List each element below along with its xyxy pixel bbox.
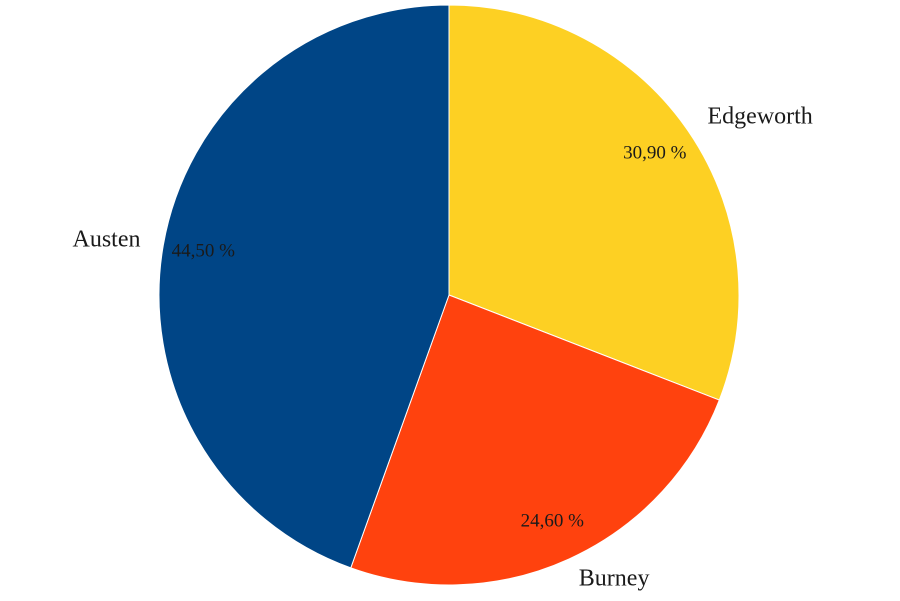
slice-category-label-edgeworth: Edgeworth: [708, 104, 813, 130]
slice-value-label-edgeworth: 30,90 %: [623, 143, 687, 164]
slice-value-label-burney: 24,60 %: [521, 510, 585, 531]
pie-slice-edgeworth: [448, 4, 740, 401]
pie-labels: 30,90 % Edgeworth 24,60 % Burney 44,50 % Aust…: [73, 104, 813, 592]
pie-slice-burney: [350, 294, 720, 586]
slice-category-label-austen: Austen: [73, 227, 141, 253]
slice-value-label-austen: 44,50 %: [172, 240, 236, 261]
slice-category-label-burney: Burney: [579, 566, 650, 592]
pie-slices: [158, 4, 740, 586]
pie-slice-austen: [158, 4, 450, 569]
